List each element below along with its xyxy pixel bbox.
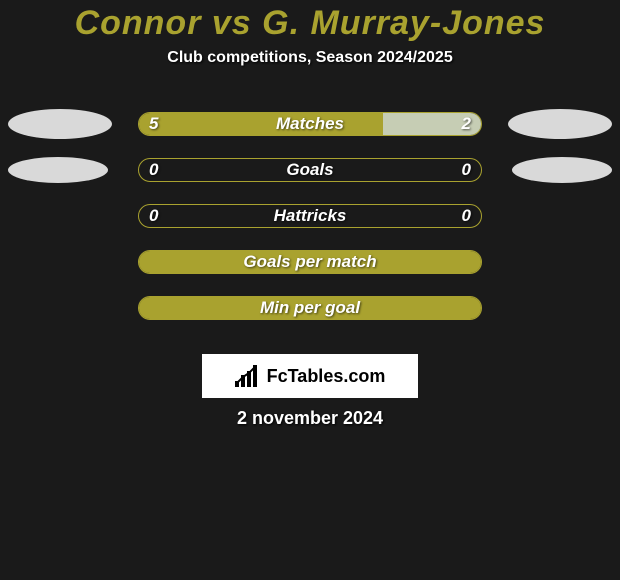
page-title: Connor vs G. Murray-Jones [0,0,620,43]
stat-row: Goals per match [0,239,620,285]
stat-bar: Matches5 2 [138,112,482,136]
stat-row: Min per goal [0,285,620,331]
stat-label: Min per goal [139,298,481,318]
player-marker-left [8,109,112,139]
date-label: 2 november 2024 [0,408,620,429]
comparison-infographic: { "background_color": "#1a1a1a", "title"… [0,0,620,580]
stat-row: Goals0 0 [0,147,620,193]
page-subtitle: Club competitions, Season 2024/2025 [0,49,620,67]
stat-value-right: 0 [462,160,471,180]
stat-label: Goals [139,160,481,180]
logo-text: FcTables.com [267,366,386,387]
stat-label: Matches [139,114,481,134]
stat-value-right: 2 [462,114,471,134]
stat-value-right: 0 [462,206,471,226]
stat-bar: Hattricks0 0 [138,204,482,228]
stat-rows: Matches52Goals00Hattricks00Goals per mat… [0,101,620,331]
stat-row: Matches5 2 [0,101,620,147]
stat-value-left: 0 [149,160,158,180]
stat-row: Hattricks0 0 [0,193,620,239]
stat-label: Goals per match [139,252,481,272]
stat-label: Hattricks [139,206,481,226]
chart-icon [235,365,261,387]
stat-value-left: 0 [149,206,158,226]
stat-bar: Goals0 0 [138,158,482,182]
player-marker-left [8,157,108,183]
player-marker-right [508,109,612,139]
fctables-logo: FcTables.com [202,354,418,398]
stat-value-left: 5 [149,114,158,134]
player-marker-right [512,157,612,183]
stat-bar: Min per goal [138,296,482,320]
stat-bar: Goals per match [138,250,482,274]
